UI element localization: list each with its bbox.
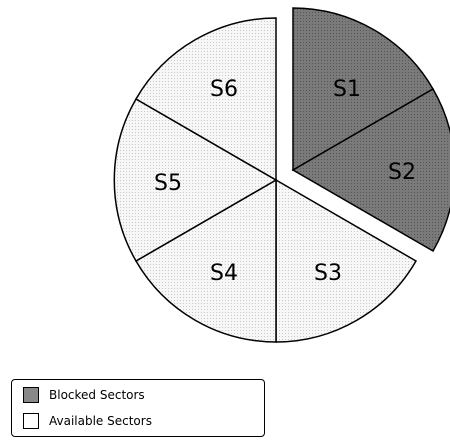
sector-label-s4: S4 [210,261,238,286]
sector-s4 [134,178,277,343]
sector-label-s1: S1 [333,77,361,102]
sector-s1 [292,7,435,172]
sector-s5 [113,97,278,263]
available-swatch [23,413,39,429]
sector-label-s5: S5 [154,171,182,196]
sector-label-s3: S3 [314,261,342,286]
sector-label-s2: S2 [388,160,416,185]
legend: Blocked Sectors Available Sectors [11,379,265,437]
legend-item-available: Available Sectors [23,412,152,430]
sector-label-s6: S6 [210,77,238,102]
legend-label-blocked: Blocked Sectors [49,388,145,402]
sector-s2 [291,87,450,253]
legend-item-blocked: Blocked Sectors [23,386,145,404]
sector-s6 [134,17,277,182]
legend-label-available: Available Sectors [49,414,152,428]
sector-s3 [275,178,418,343]
blocked-swatch [23,387,39,403]
